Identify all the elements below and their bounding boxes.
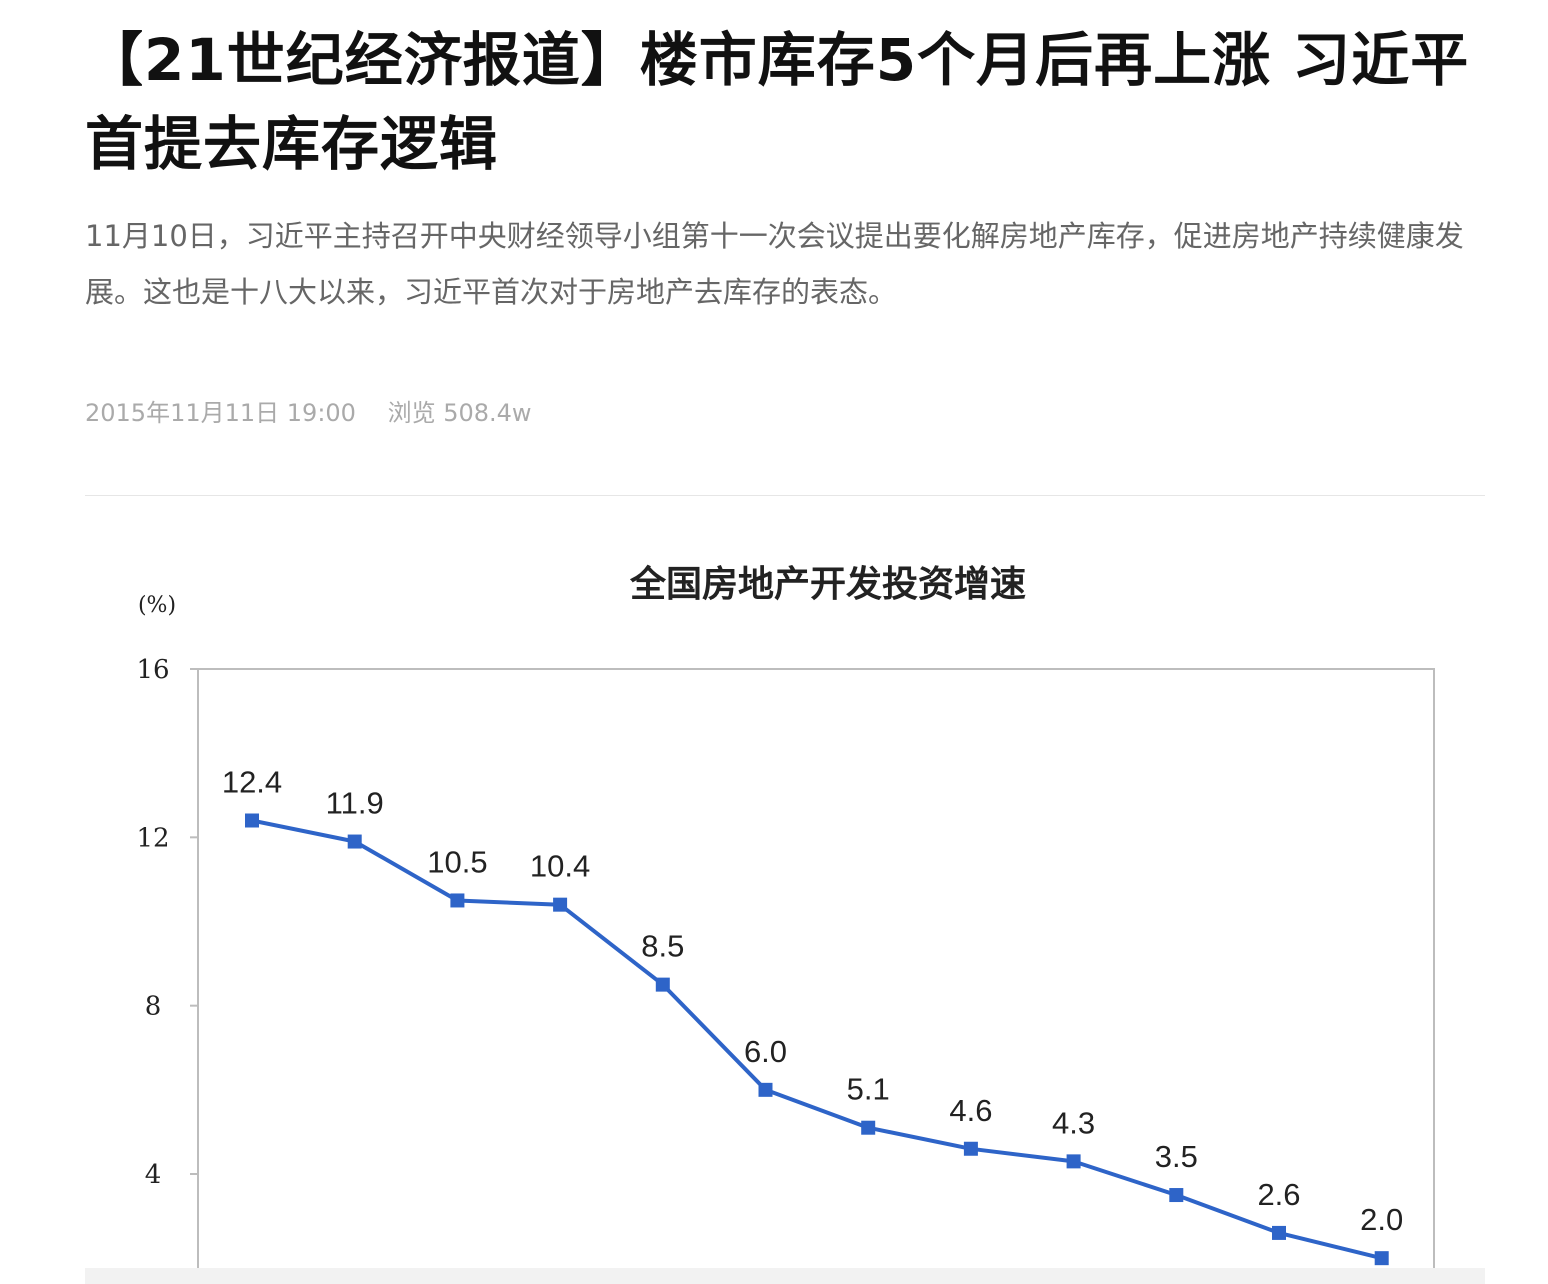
data-label: 12.4 bbox=[222, 765, 282, 800]
chart-figure: 全国房地产开发投资增速 (%) 4 8 12 16 12.4 11.9 10.5 10.4 8… bbox=[85, 520, 1485, 1268]
divider bbox=[85, 495, 1485, 496]
data-label: 5.1 bbox=[847, 1072, 890, 1107]
data-label: 3.5 bbox=[1155, 1139, 1198, 1174]
data-point bbox=[1272, 1225, 1286, 1240]
data-point bbox=[1169, 1188, 1184, 1203]
data-point bbox=[553, 897, 568, 912]
data-label: 11.9 bbox=[326, 786, 384, 821]
y-tick-label: 4 bbox=[145, 1160, 162, 1190]
data-point bbox=[758, 1082, 773, 1097]
data-point bbox=[861, 1120, 876, 1135]
data-point bbox=[245, 813, 259, 828]
article-meta: 2015年11月11日 19:00 浏览 508.4w bbox=[85, 396, 532, 430]
y-axis-label: (%) bbox=[138, 593, 176, 618]
article-summary: 11月10日，习近平主持召开中央财经领导小组第十一次会议提出要化解房地产库存，促… bbox=[85, 219, 1464, 309]
series-line bbox=[251, 818, 1383, 1261]
y-tick-label: 8 bbox=[145, 992, 162, 1022]
investment-growth-chart: 全国房地产开发投资增速 (%) 4 8 12 16 12.4 11.9 10.5 10.4 8… bbox=[136, 563, 1435, 1268]
y-tick-label: 16 bbox=[136, 655, 169, 685]
chart-axes: 4 8 12 16 bbox=[136, 655, 1435, 1268]
data-point bbox=[1066, 1154, 1081, 1169]
chart-series: 12.4 11.9 10.5 10.4 8.5 6.0 5.1 4.6 4.3 3.5 2.6 2.0 bbox=[222, 765, 1403, 1266]
plot-frame bbox=[197, 668, 1435, 1268]
data-label: 2.6 bbox=[1257, 1177, 1300, 1212]
data-label: 10.4 bbox=[530, 849, 590, 884]
article-title: 【21世纪经济报道】楼市库存5个月后再上涨 习近平首提去库存逻辑 bbox=[85, 26, 1470, 178]
view-count: 浏览 508.4w bbox=[387, 399, 532, 427]
data-label: 4.3 bbox=[1052, 1105, 1095, 1140]
data-label: 2.0 bbox=[1360, 1202, 1403, 1237]
data-label: 8.5 bbox=[641, 929, 684, 964]
data-point bbox=[963, 1141, 978, 1156]
data-point bbox=[450, 893, 465, 908]
data-label: 10.5 bbox=[427, 844, 487, 879]
data-label: 4.6 bbox=[949, 1093, 992, 1128]
y-tick-label: 12 bbox=[136, 823, 169, 853]
data-point bbox=[655, 977, 670, 992]
data-label: 6.0 bbox=[744, 1034, 787, 1069]
publish-date: 2015年11月11日 19:00 bbox=[85, 399, 356, 427]
data-point bbox=[1374, 1251, 1389, 1266]
data-point bbox=[347, 834, 362, 849]
chart-title: 全国房地产开发投资增速 bbox=[629, 563, 1026, 605]
bottom-strip bbox=[85, 1268, 1485, 1284]
